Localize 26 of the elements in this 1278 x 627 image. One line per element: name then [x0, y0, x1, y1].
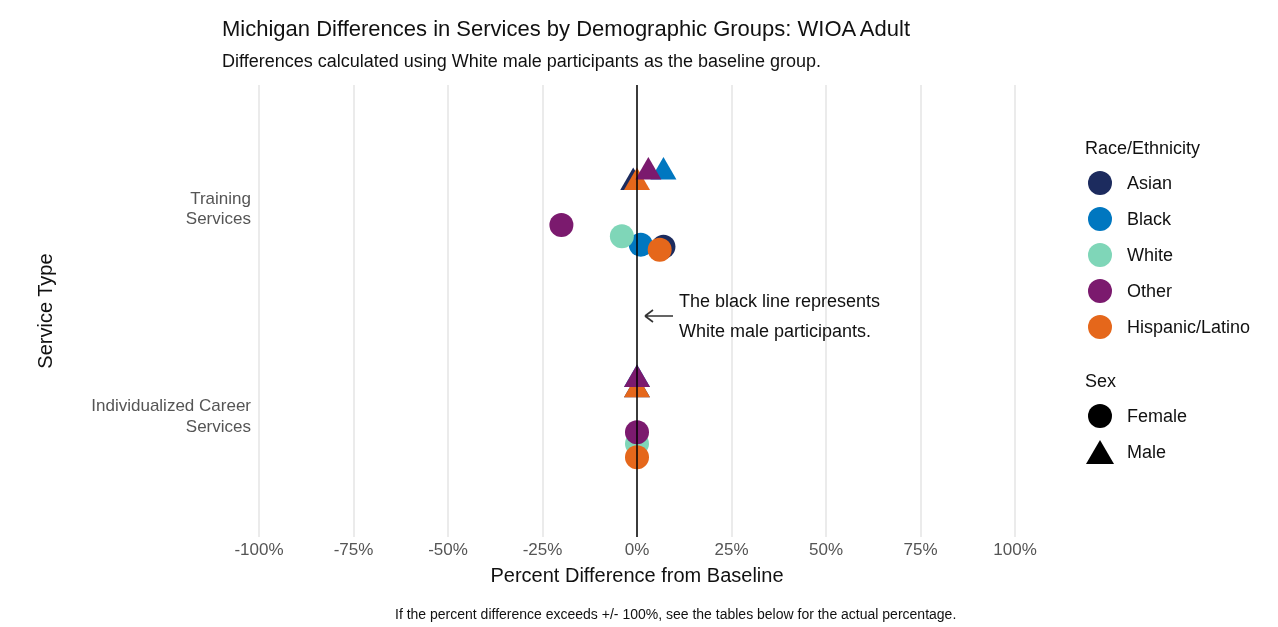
x-tick-label: -50%: [428, 539, 468, 559]
text: Sex: [1085, 371, 1118, 392]
x-tick-label: 100%: [993, 539, 1037, 559]
y-tick-label: Individualized Career Services: [91, 396, 252, 436]
text: If the percent difference exceeds +/- 100%, see the tables below for the actual percentage.: [395, 606, 957, 622]
x-tick-label: 25%: [714, 539, 749, 559]
legend-label: Other: [1126, 279, 1174, 303]
legend-label: White: [1126, 243, 1174, 267]
y-axis-title: Service Type: [33, 253, 56, 369]
text: Male: [1126, 440, 1167, 464]
y-tick-label: Training Services: [185, 188, 251, 229]
x-tick-label: 50%: [808, 539, 844, 559]
legend-title: Race/Ethnicity: [1085, 138, 1202, 159]
x-tick-label: 0%: [624, 539, 650, 559]
x-axis-title: Percent Difference from Baseline: [490, 563, 784, 586]
legend-label: Asian: [1126, 171, 1174, 195]
legend-label: Hispanic/Latino: [1126, 315, 1251, 339]
x-tick-label: -25%: [522, 539, 563, 559]
chart-title: Michigan Differences in Services by Demographic Groups: WIOA Adult: [222, 16, 911, 42]
x-tick-label: -100%: [234, 539, 284, 559]
annotation: The black line represents White male participants.: [679, 290, 882, 343]
text: Female: [1126, 404, 1189, 428]
x-tick-label: -75%: [333, 539, 374, 559]
legend-label: Black: [1126, 207, 1172, 231]
chart-subtitle: Differences calculated using White male participants as the baseline group.: [222, 51, 822, 72]
x-tick-label: 75%: [903, 539, 938, 559]
